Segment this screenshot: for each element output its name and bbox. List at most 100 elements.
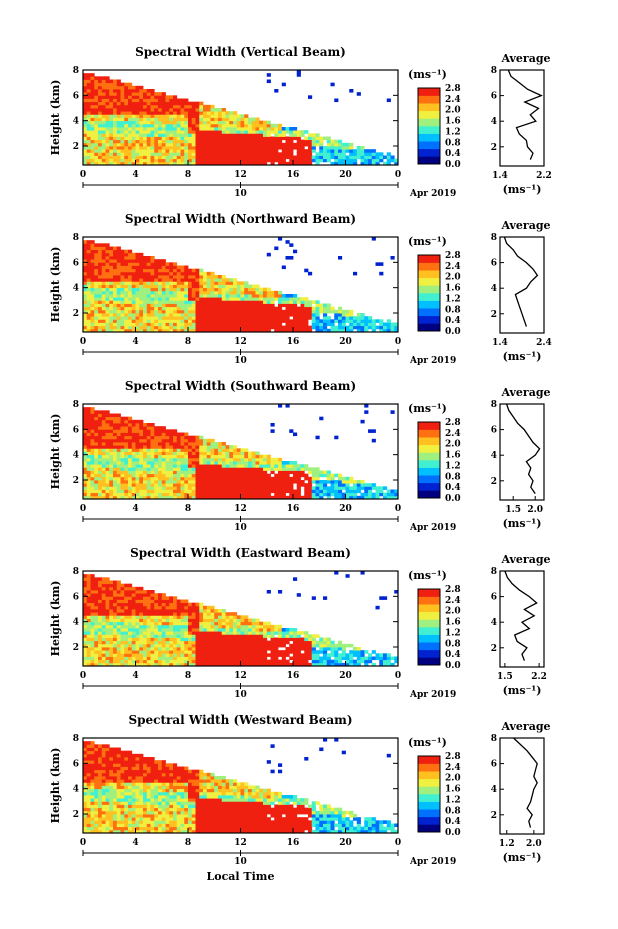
heatmap-cell (263, 306, 268, 311)
heatmap-cell (214, 149, 219, 153)
heatmap-cell (109, 599, 114, 604)
heatmap-cell (120, 117, 125, 122)
heatmap-cell (244, 470, 249, 475)
heatmap-cell (180, 322, 185, 327)
heatmap-cell (255, 146, 260, 150)
heatmap-cell (101, 410, 106, 414)
heatmap-cell (98, 602, 103, 607)
heatmap-cell (188, 104, 193, 109)
heatmap-cell (143, 309, 148, 314)
heatmap-cell (383, 325, 388, 330)
heatmap-cell (244, 297, 249, 301)
heatmap-cell (113, 268, 118, 273)
heatmap-cell (229, 313, 234, 317)
heatmap-cell (101, 624, 106, 629)
heatmap-cell (105, 429, 110, 433)
heatmap-cell (94, 256, 99, 260)
heatmap-cell (263, 146, 268, 150)
heatmap-cell (124, 130, 129, 134)
heatmap-cell (173, 662, 178, 667)
heatmap-cell (109, 319, 114, 323)
heatmap-cell (105, 82, 110, 87)
heatmap-cell (128, 98, 133, 103)
heatmap-cell (169, 290, 174, 295)
heatmap-cell (191, 152, 196, 156)
heatmap-cell (315, 316, 320, 320)
heatmap-cell (83, 95, 88, 99)
heatmap-cell (113, 448, 118, 452)
heatmap-cell (248, 290, 253, 295)
heatmap-cell (98, 659, 103, 664)
heatmap-cell (319, 136, 324, 141)
heatmap-cell (308, 470, 313, 475)
heatmap-cell (210, 451, 215, 456)
heatmap-cell (143, 653, 148, 657)
heatmap-cell (229, 294, 234, 298)
heatmap-cell (248, 451, 253, 456)
heatmap-cell (169, 95, 174, 99)
heatmap-cell (210, 303, 215, 308)
heatmap-cell (83, 656, 88, 661)
heatmap-cell (266, 489, 271, 494)
heatmap-cell (165, 108, 170, 112)
heatmap-cell (169, 104, 174, 109)
heatmap-cell (176, 268, 181, 273)
heatmap-cell (169, 300, 174, 304)
heatmap-cell (251, 489, 256, 494)
heatmap-cell (139, 146, 144, 150)
heatmap-cell (218, 275, 223, 279)
heatmap-cell (165, 618, 170, 623)
heatmap-cell (150, 306, 155, 311)
heatmap-cell (319, 470, 324, 475)
heatmap-cell (135, 618, 140, 623)
heatmap-cell (120, 114, 125, 118)
heatmap-cell (109, 640, 114, 645)
heatmap-cell (341, 152, 346, 156)
heatmap-cell (135, 432, 140, 437)
heatmap-cell (169, 325, 174, 330)
heatmap-cell (296, 489, 301, 494)
heatmap-cell (124, 117, 129, 122)
heatmap-cell (90, 470, 95, 475)
heatmap-cell (266, 473, 271, 478)
heatmap-cell (341, 313, 346, 317)
heatmap-cell (109, 120, 114, 125)
heatmap-cell (315, 319, 320, 323)
heatmap-cell (143, 650, 148, 654)
heatmap-cell (278, 123, 283, 128)
heatmap-cell (101, 489, 106, 494)
heatmap-cell (120, 659, 125, 664)
heatmap-cell (240, 161, 245, 166)
heatmap-cell (371, 161, 376, 166)
heatmap-cell (236, 303, 241, 308)
heatmap-cell (161, 656, 166, 661)
heatmap-cell (113, 82, 118, 87)
heatmap-cell (353, 495, 358, 500)
heatmap-cell (195, 489, 200, 494)
heatmap-cell (154, 473, 159, 478)
heatmap-cell (94, 284, 99, 289)
heatmap-cell (323, 480, 328, 484)
heatmap-cell (165, 643, 170, 648)
heatmap-cell (169, 306, 174, 311)
heatmap-cell (356, 489, 361, 494)
heatmap-cell (386, 325, 391, 330)
heatmap-cell (158, 448, 163, 452)
heatmap-cell (353, 319, 358, 323)
heatmap-cell (83, 268, 88, 273)
heatmap-cell (150, 256, 155, 260)
colorbar-tick-label: 0.4 (445, 483, 461, 493)
heatmap-cell (105, 586, 110, 591)
heatmap-cell (233, 454, 238, 459)
heatmap-cell (218, 492, 223, 497)
heatmap-cell (139, 631, 144, 635)
heatmap-cell (188, 294, 193, 298)
heatmap-cell (101, 631, 106, 635)
heatmap-cell (124, 104, 129, 109)
heatmap-cell (143, 139, 148, 144)
heatmap-cell (120, 313, 125, 317)
heatmap-cell (240, 457, 245, 462)
heatmap-cell (131, 95, 136, 99)
heatmap-cell (311, 316, 316, 320)
heatmap-cell (101, 659, 106, 664)
